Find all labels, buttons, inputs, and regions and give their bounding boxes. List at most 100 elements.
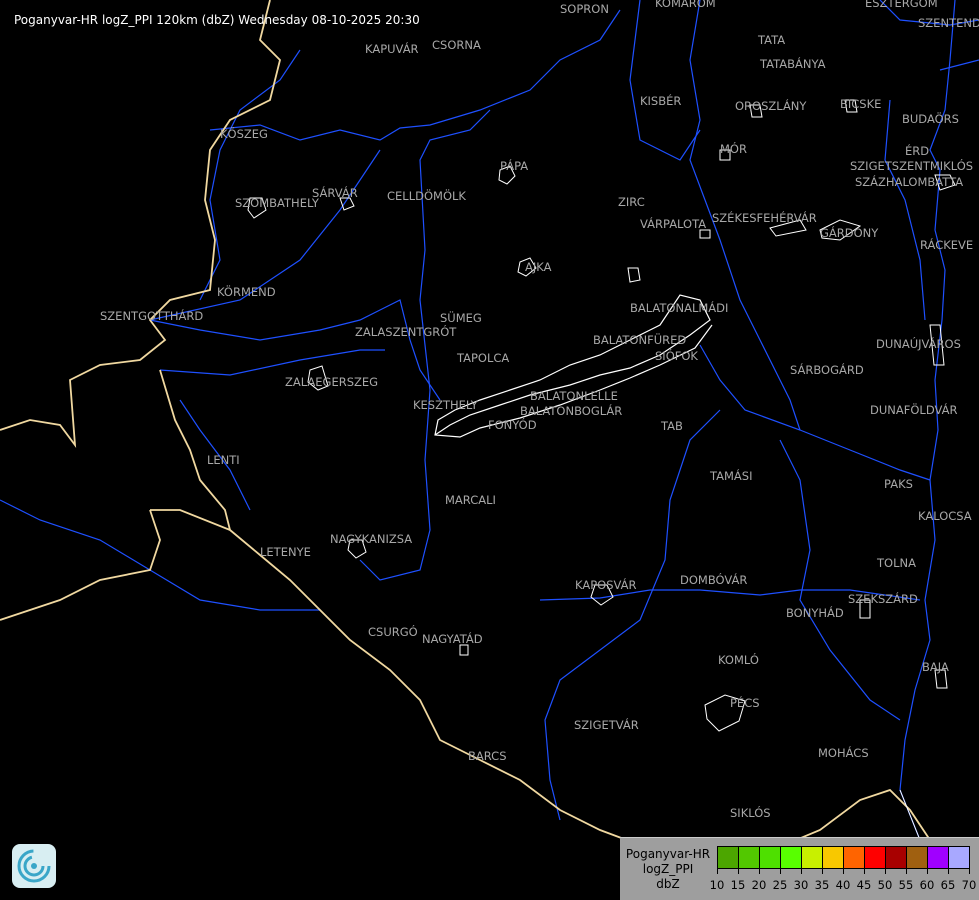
town-label: SZÉKESFEHÉRVÁR [712, 211, 817, 225]
town-label: BALATONLELLE [530, 389, 618, 403]
river [199, 49, 301, 301]
town-label: TAMÁSI [710, 469, 753, 483]
town-label: SÜMEG [440, 311, 482, 325]
legend-tick [906, 868, 907, 874]
legend-color-bar [717, 846, 970, 869]
town-label: DUNAÚJVÁROS [876, 337, 961, 351]
sio-river [699, 344, 931, 481]
town-label: BALATONBOGLÁR [520, 404, 623, 418]
legend-tick [759, 868, 760, 874]
raba-river [209, 9, 621, 141]
town-label: VÁRPALOTA [640, 217, 707, 231]
town-label: CELLDÖMÖLK [387, 189, 466, 203]
legend-swatch [907, 847, 928, 868]
town-label: SÁRVÁR [312, 186, 358, 200]
lake-balaton [434, 294, 713, 438]
town-label: KAPUVÁR [365, 42, 419, 56]
town-label: KOMLÓ [718, 653, 759, 667]
town-label: DOMBÓVÁR [680, 573, 748, 587]
town-label: BICSKE [840, 97, 882, 111]
river [544, 409, 721, 821]
legend-tick-label: 10 [709, 878, 725, 892]
weather-service-logo [12, 844, 56, 888]
legend-tick [969, 868, 970, 874]
legend: Poganyvar-HR logZ_PPI dbZ 10 15 20 25 30 35 40… [620, 837, 979, 900]
town-label: BONYHÁD [786, 606, 844, 620]
river [149, 149, 381, 321]
town-label: TOLNA [877, 556, 916, 570]
legend-tick [927, 868, 928, 874]
town-label: ÉRD [905, 144, 930, 158]
town-label: MARCALI [445, 493, 496, 507]
town-label: PÉCS [730, 696, 760, 710]
town-label: DUNAFÖLDVÁR [870, 403, 958, 417]
town-label: KESZTHELY [413, 398, 478, 412]
town-label: LETENYE [260, 545, 311, 559]
town-label: CSURGÓ [368, 625, 418, 639]
borders [0, 0, 941, 900]
town-label: LENTI [207, 453, 240, 467]
swirl-icon [17, 849, 51, 883]
town-label: NAGYATÁD [422, 632, 483, 646]
legend-tick-label: 50 [877, 878, 893, 892]
legend-tick [801, 868, 802, 874]
legend-tick-label: 70 [961, 878, 977, 892]
legend-tick-label: 25 [772, 878, 788, 892]
country-border [150, 369, 232, 532]
town-label: BALATONALMÁDI [630, 301, 729, 315]
danube-river [879, 0, 979, 841]
legend-tick-label: 15 [730, 878, 746, 892]
drava-border [229, 529, 931, 856]
town-label: RÁCKEVE [920, 238, 974, 252]
river [884, 59, 979, 321]
town-label: ESZTERGOM [865, 0, 938, 10]
legend-swatch [739, 847, 760, 868]
legend-radar-name: Poganyvar-HR [625, 847, 711, 861]
legend-title: Poganyvar-HR logZ_PPI dbZ [620, 847, 716, 892]
river [689, 0, 801, 431]
legend-swatch [823, 847, 844, 868]
town-label: SIKLÓS [730, 806, 771, 820]
legend-tick [948, 868, 949, 874]
town-label: ZALASZENTGRÓT [355, 325, 457, 339]
legend-tick [864, 868, 865, 874]
legend-tick-label: 45 [856, 878, 872, 892]
legend-tick-label: 20 [751, 878, 767, 892]
town-label: TAPOLCA [457, 351, 510, 365]
town-label: MOHÁCS [818, 746, 869, 760]
town-label: BALATONFÜRED [593, 333, 687, 347]
town-label: NAGYKANIZSA [330, 532, 413, 546]
town-label: PÁPA [500, 159, 529, 173]
legend-tick-label: 35 [814, 878, 830, 892]
town-label: AJKA [525, 260, 552, 274]
town-label: BAJA [922, 660, 949, 674]
legend-swatch [949, 847, 969, 868]
town-label: GÁRDONY [820, 226, 879, 240]
town-label: ZALAEGERSZEG [285, 375, 379, 389]
town-label: SZOMBATHELY [235, 196, 319, 210]
kapos-river [539, 589, 921, 601]
town-label: PAKS [884, 477, 913, 491]
town-label: KÖRMEND [217, 285, 276, 299]
radar-title: Poganyvar-HR logZ_PPI 120km (dbZ) Wednes… [14, 13, 420, 27]
river [629, 0, 701, 161]
town-label: TAB [661, 419, 683, 433]
legend-tick-label: 30 [793, 878, 809, 892]
town-label: MÓR [720, 142, 747, 156]
legend-tick [717, 868, 718, 874]
legend-swatch [844, 847, 865, 868]
legend-tick-label: 40 [835, 878, 851, 892]
legend-swatch [886, 847, 907, 868]
legend-swatch [928, 847, 949, 868]
town-label: SIÓFOK [655, 349, 698, 363]
town-label: FONYÓD [488, 418, 537, 432]
town-label: SZENTENDRE [918, 16, 979, 30]
legend-swatch [760, 847, 781, 868]
town-label: BUDAÖRS [902, 112, 959, 126]
river [779, 439, 901, 721]
town-label: ZIRC [618, 195, 645, 209]
town-label: SZEKSZÁRD [848, 592, 918, 606]
town-outlines [247, 99, 956, 732]
